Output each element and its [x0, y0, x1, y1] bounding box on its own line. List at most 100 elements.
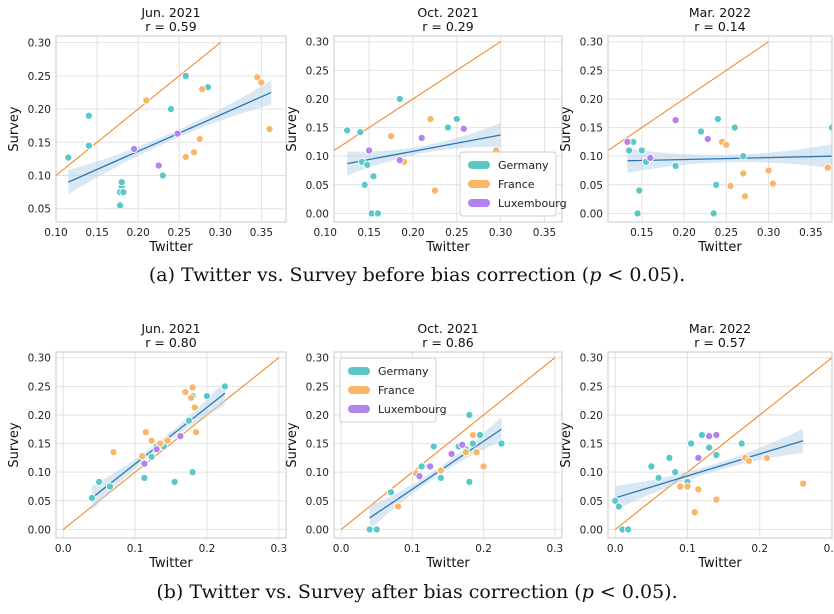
point-germany	[626, 147, 633, 154]
point-germany	[106, 483, 113, 490]
y-tick-label: 0.20	[580, 94, 603, 106]
point-france	[462, 449, 469, 456]
y-tick-label: 0.00	[28, 524, 51, 536]
point-france	[437, 467, 444, 474]
y-tick-label: 0.20	[28, 104, 51, 116]
x-tick-label: 0.2	[475, 543, 492, 555]
point-germany	[444, 124, 451, 131]
y-tick-label: 0.15	[580, 123, 603, 135]
point-luxembourg	[624, 138, 631, 145]
y-tick-label: 0.00	[306, 524, 329, 536]
point-germany	[387, 489, 394, 496]
y-tick-label: 0.15	[28, 137, 51, 149]
point-france	[427, 115, 434, 122]
x-tick-label: 0.10	[314, 227, 337, 239]
y-axis-label: Survey	[285, 106, 300, 152]
y-tick-label: 0.25	[306, 381, 329, 393]
y-tick-label: 0.30	[28, 353, 51, 365]
panel-r-value: r = 0.14	[694, 19, 745, 34]
y-tick-label: 0.10	[580, 467, 603, 479]
legend-swatch-germany	[348, 367, 370, 375]
y-axis-label: Survey	[559, 106, 574, 152]
point-france	[188, 394, 195, 401]
point-germany	[374, 210, 381, 217]
point-france	[148, 437, 155, 444]
x-tick-label: 0.25	[445, 227, 468, 239]
point-france	[142, 429, 149, 436]
point-france	[387, 133, 394, 140]
point-luxembourg	[153, 446, 160, 453]
point-france	[741, 193, 748, 200]
x-tick-label: 0.1	[127, 543, 144, 555]
point-germany	[706, 444, 713, 451]
x-tick-label: 0.30	[757, 227, 780, 239]
point-germany	[453, 115, 460, 122]
point-france	[182, 388, 189, 395]
point-france	[769, 180, 776, 187]
point-germany	[476, 431, 483, 438]
point-germany	[655, 474, 662, 481]
point-luxembourg	[706, 433, 713, 440]
chart-panel-1: 0.10 0.15 0.20 0.25 0.30 0.350.050.100.150.20…	[7, 5, 286, 255]
panel-r-value: r = 0.29	[422, 19, 473, 34]
point-luxembourg	[141, 460, 148, 467]
panel-title: Oct. 2021	[417, 5, 478, 20]
y-tick-label: 0.10	[28, 171, 51, 183]
y-tick-label: 0.10	[28, 467, 51, 479]
x-tick-label: 0.0	[55, 543, 72, 555]
chart-panel-6: 0.0 0.1 0.2 0.3 0.00 0.05 0.10 0.15 0.20 0.25 0.30…	[559, 321, 834, 571]
y-tick-label: 0.15	[28, 439, 51, 451]
point-france	[695, 486, 702, 493]
x-tick-label: 0.35	[533, 227, 556, 239]
point-luxembourg	[713, 431, 720, 438]
y-tick-label: 0.10	[580, 151, 603, 163]
point-germany	[370, 173, 377, 180]
point-france	[691, 509, 698, 516]
point-germany	[634, 210, 641, 217]
y-tick-label: 0.20	[28, 410, 51, 422]
y-tick-label: 0.05	[306, 496, 329, 508]
point-luxembourg	[460, 125, 467, 132]
x-tick-label: 0.20	[401, 227, 424, 239]
point-france	[677, 483, 684, 490]
x-tick-label: 0.25	[168, 227, 191, 239]
point-germany	[364, 161, 371, 168]
y-axis-label: Survey	[7, 422, 22, 468]
panel-r-value: r = 0.59	[145, 19, 196, 34]
point-germany	[366, 526, 373, 533]
point-luxembourg	[155, 162, 162, 169]
point-germany	[361, 181, 368, 188]
point-luxembourg	[416, 473, 423, 480]
point-germany	[713, 181, 720, 188]
x-axis-label: Twitter	[697, 556, 742, 571]
point-luxembourg	[672, 117, 679, 124]
point-france	[727, 182, 734, 189]
point-germany	[96, 478, 103, 485]
point-germany	[65, 154, 72, 161]
point-luxembourg	[647, 154, 654, 161]
x-axis-label: Twitter	[697, 240, 742, 255]
panel-r-value: r = 0.86	[422, 335, 473, 350]
point-germany	[148, 453, 155, 460]
legend-label-germany: Germany	[378, 365, 429, 378]
panel-title: Mar. 2022	[689, 5, 751, 20]
x-tick-label: 0.20	[126, 227, 149, 239]
point-germany	[666, 454, 673, 461]
y-tick-label: 0.30	[306, 353, 329, 365]
point-germany	[648, 463, 655, 470]
point-germany	[672, 162, 679, 169]
x-axis-label: Twitter	[425, 556, 470, 571]
y-tick-label: 0.15	[306, 123, 329, 135]
y-tick-label: 0.15	[580, 439, 603, 451]
y-axis-label: Survey	[285, 422, 300, 468]
x-tick-label: 0.3	[824, 543, 834, 555]
x-tick-label: 0.25	[715, 227, 738, 239]
legend: Germany France Luxembourg	[460, 152, 567, 216]
y-tick-label: 0.05	[306, 180, 329, 192]
point-france	[723, 141, 730, 148]
point-germany	[344, 127, 351, 134]
point-france	[189, 384, 196, 391]
point-france	[196, 135, 203, 142]
point-france	[164, 437, 171, 444]
x-tick-label: 0.30	[489, 227, 512, 239]
